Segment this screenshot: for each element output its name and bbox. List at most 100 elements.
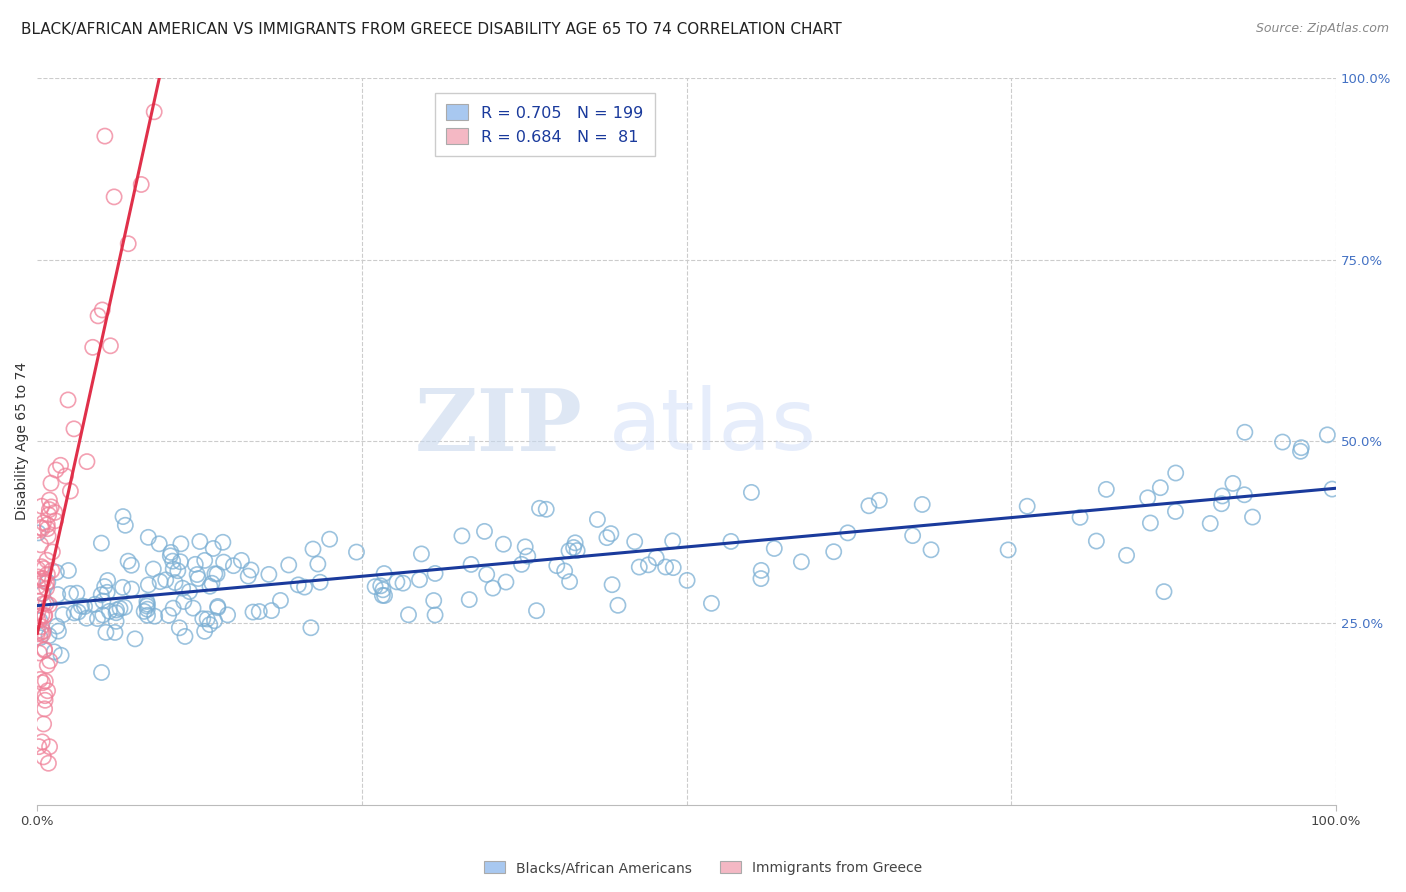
Point xyxy=(184,558,207,572)
Point xyxy=(654,560,676,574)
Point xyxy=(257,567,280,582)
Point xyxy=(749,563,772,577)
Point xyxy=(117,236,139,251)
Point xyxy=(96,585,118,599)
Point xyxy=(534,502,557,516)
Point xyxy=(34,674,56,689)
Point xyxy=(371,588,394,602)
Point xyxy=(34,693,56,707)
Point xyxy=(269,593,291,607)
Point xyxy=(32,597,55,611)
Point xyxy=(82,340,104,354)
Point xyxy=(1271,435,1294,450)
Point xyxy=(30,538,52,552)
Point xyxy=(623,534,645,549)
Point xyxy=(67,605,90,619)
Text: atlas: atlas xyxy=(609,385,817,468)
Point xyxy=(90,665,112,680)
Point xyxy=(823,545,845,559)
Point xyxy=(554,564,576,578)
Point xyxy=(201,576,224,591)
Point xyxy=(104,625,127,640)
Point xyxy=(474,524,496,539)
Point xyxy=(114,518,136,533)
Point xyxy=(27,562,49,576)
Point xyxy=(55,469,77,483)
Point xyxy=(1233,488,1256,502)
Point xyxy=(186,567,208,582)
Point xyxy=(32,561,55,575)
Point xyxy=(32,717,55,731)
Point xyxy=(238,569,260,583)
Point xyxy=(37,658,59,673)
Point xyxy=(149,574,172,589)
Point xyxy=(837,525,859,540)
Point xyxy=(44,514,66,528)
Point xyxy=(136,608,159,623)
Point xyxy=(32,624,55,639)
Point xyxy=(309,575,332,590)
Point xyxy=(287,578,309,592)
Point xyxy=(27,594,49,608)
Point xyxy=(162,562,184,576)
Point xyxy=(606,599,628,613)
Point xyxy=(105,603,128,617)
Point xyxy=(129,178,152,192)
Point xyxy=(516,549,538,563)
Point xyxy=(1017,500,1039,514)
Point xyxy=(170,537,193,551)
Point xyxy=(148,537,170,551)
Point xyxy=(1115,549,1137,563)
Point xyxy=(114,600,136,615)
Point xyxy=(37,683,59,698)
Point xyxy=(260,603,283,617)
Point xyxy=(45,619,67,633)
Point xyxy=(121,582,143,596)
Point xyxy=(136,602,159,616)
Point xyxy=(35,553,58,567)
Point xyxy=(44,645,66,659)
Point xyxy=(181,35,204,49)
Point xyxy=(90,536,112,550)
Point xyxy=(307,557,329,571)
Point xyxy=(138,578,160,592)
Point xyxy=(408,573,430,587)
Point xyxy=(34,608,56,623)
Point xyxy=(475,567,498,582)
Point xyxy=(1289,444,1312,458)
Point xyxy=(45,463,67,477)
Y-axis label: Disability Age 65 to 74: Disability Age 65 to 74 xyxy=(15,362,30,520)
Point xyxy=(162,601,184,615)
Point xyxy=(1211,497,1233,511)
Point xyxy=(207,600,229,615)
Point xyxy=(1164,504,1187,518)
Point xyxy=(37,567,59,582)
Point xyxy=(105,615,128,629)
Point xyxy=(637,558,659,572)
Point xyxy=(135,599,157,613)
Point xyxy=(662,560,685,574)
Point xyxy=(32,750,55,764)
Point xyxy=(451,529,474,543)
Point xyxy=(596,531,619,545)
Point xyxy=(76,455,98,469)
Point xyxy=(32,608,55,623)
Point xyxy=(37,517,59,532)
Point xyxy=(31,500,53,514)
Point xyxy=(117,554,139,568)
Point xyxy=(163,575,186,590)
Point xyxy=(790,555,813,569)
Point xyxy=(868,493,890,508)
Point xyxy=(94,625,117,640)
Point xyxy=(124,632,146,646)
Point xyxy=(108,601,131,615)
Point xyxy=(35,596,58,610)
Point xyxy=(205,566,228,581)
Point xyxy=(105,606,128,620)
Point xyxy=(38,493,60,508)
Point xyxy=(143,104,166,119)
Point xyxy=(28,739,51,754)
Point xyxy=(38,654,60,668)
Point xyxy=(294,580,316,594)
Point xyxy=(46,588,69,602)
